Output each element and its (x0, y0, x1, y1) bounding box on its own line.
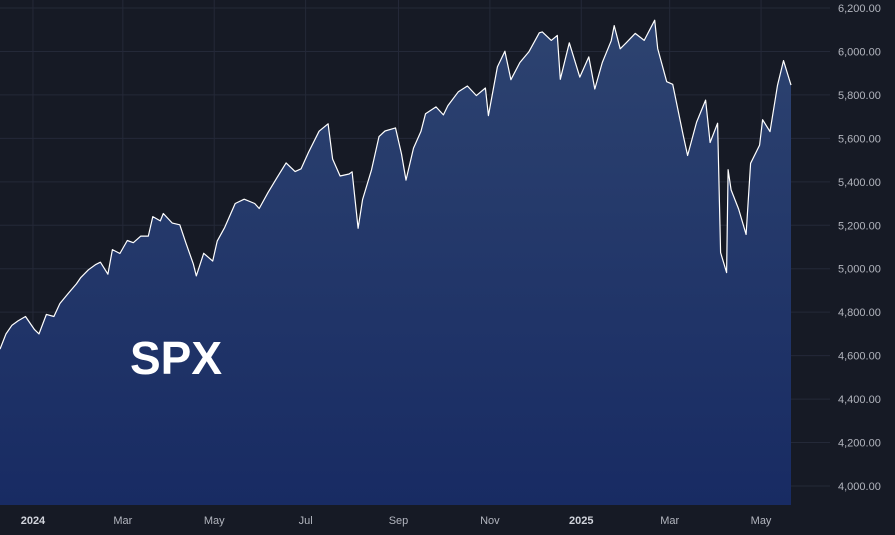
x-tick-label: 2025 (569, 515, 593, 527)
x-tick-label: Mar (113, 515, 132, 527)
y-tick-label: 5,600.00 (838, 133, 881, 145)
price-area (0, 20, 791, 505)
x-tick-label: Sep (389, 515, 409, 527)
y-tick-label: 4,200.00 (838, 438, 881, 450)
chart-title-watermark: SPX (130, 332, 222, 384)
price-line (0, 19, 792, 350)
y-tick-label: 4,000.00 (838, 481, 881, 493)
y-tick-label: 6,000.00 (838, 46, 881, 58)
y-axis: 6,200.00 6,000.00 5,800.00 5,600.00 5,400.00… (838, 3, 881, 493)
x-tick-label: May (204, 515, 225, 527)
x-tick-label: Nov (480, 515, 500, 527)
y-tick-label: 5,800.00 (838, 90, 881, 102)
y-tick-label: 5,200.00 (838, 220, 881, 232)
y-tick-label: 6,200.00 (838, 3, 881, 15)
y-tick-label: 5,000.00 (838, 264, 881, 276)
y-tick-label: 5,400.00 (838, 177, 881, 189)
y-tick-label: 4,600.00 (838, 351, 881, 363)
x-tick-label: 2024 (21, 515, 46, 527)
x-tick-label: May (751, 515, 772, 527)
x-axis: 2024 Mar May Jul Sep Nov 2025 Mar May (21, 515, 772, 527)
y-tick-label: 4,800.00 (838, 307, 881, 319)
y-tick-label: 4,400.00 (838, 394, 881, 406)
x-tick-label: Jul (299, 515, 313, 527)
x-tick-label: Mar (660, 515, 679, 527)
